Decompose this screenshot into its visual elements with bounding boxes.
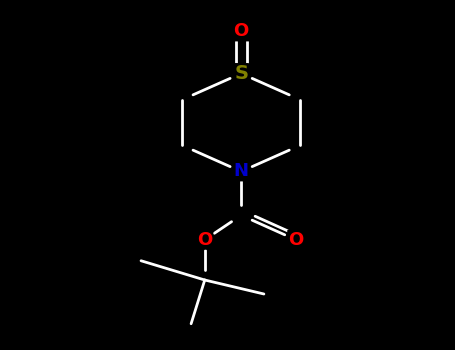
Text: S: S bbox=[234, 64, 248, 83]
Text: O: O bbox=[233, 22, 249, 41]
Text: N: N bbox=[234, 162, 248, 181]
Text: O: O bbox=[197, 231, 212, 249]
Text: O: O bbox=[288, 231, 303, 249]
